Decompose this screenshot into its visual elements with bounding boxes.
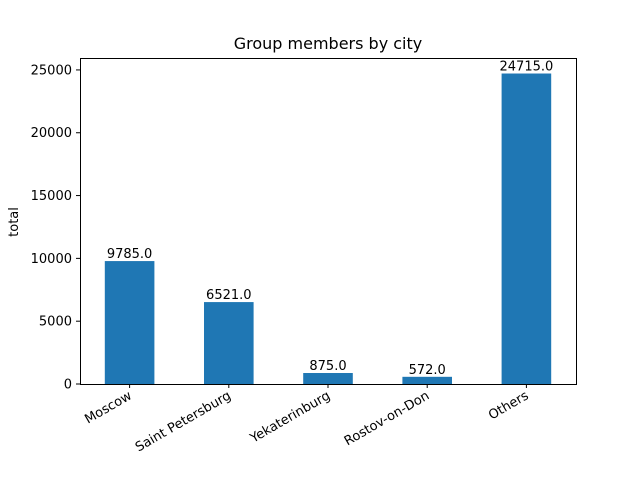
bar <box>104 261 155 384</box>
x-tick-label: Yekaterinburg <box>247 388 333 446</box>
x-tick-label: Rostov-on-Don <box>342 388 432 449</box>
x-tick-label: Saint Petersburg <box>133 388 234 455</box>
y-tick-label: 10000 <box>31 252 72 267</box>
bar-value-label: 9785.0 <box>107 247 153 262</box>
bar-value-label: 24715.0 <box>500 60 554 75</box>
bar-value-label: 572.0 <box>409 363 446 378</box>
bar <box>501 73 552 385</box>
plot-area-frame <box>80 58 577 385</box>
bar <box>204 302 254 384</box>
y-ticks: 0 5000 10000 15000 20000 25000 <box>31 63 80 393</box>
bar <box>303 373 353 384</box>
bar-value-label: 875.0 <box>309 359 346 374</box>
x-tick-label: Others <box>486 388 532 423</box>
bar-value-label: 6521.0 <box>206 288 252 303</box>
y-tick-label: 20000 <box>31 126 72 141</box>
y-tick-label: 0 <box>64 378 72 393</box>
chart-title: Group members by city <box>234 34 423 53</box>
y-tick-label: 15000 <box>31 189 72 204</box>
data-labels: 9785.0 6521.0 875.0 572.0 24715.0 <box>107 60 553 378</box>
y-axis-label: total <box>7 207 22 237</box>
y-tick-label: 25000 <box>31 63 72 78</box>
y-tick-label: 5000 <box>39 315 72 330</box>
bar <box>402 376 452 384</box>
bars-group <box>104 73 552 385</box>
x-tick-label: Moscow <box>82 388 135 427</box>
